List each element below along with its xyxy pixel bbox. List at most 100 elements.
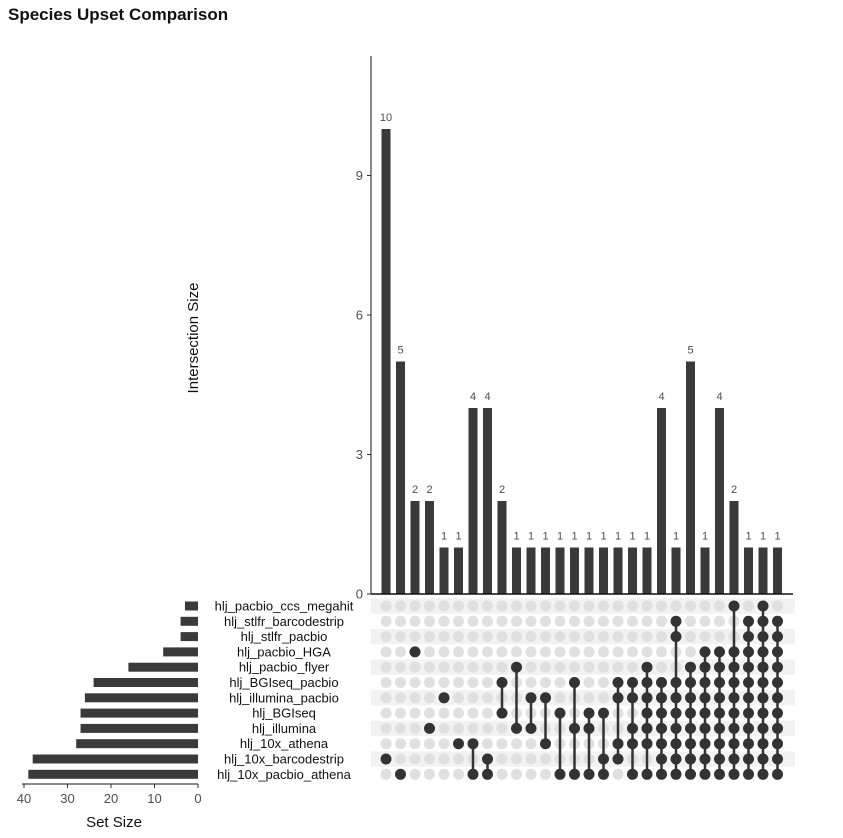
matrix-dot-inactive <box>554 600 566 612</box>
matrix-dot-active <box>714 722 725 734</box>
matrix-dot-active <box>772 631 783 643</box>
matrix-dot-active <box>670 707 682 719</box>
intersection-bar <box>526 547 536 594</box>
bar-value-label: 1 <box>774 531 780 543</box>
matrix-dot-active <box>685 722 696 734</box>
matrix-dot-active <box>583 768 595 780</box>
intersection-bar <box>454 547 463 594</box>
matrix-dot-inactive <box>438 707 450 719</box>
matrix-dot-inactive <box>438 631 450 643</box>
matrix-dot-active <box>656 722 667 734</box>
matrix-dot-inactive <box>511 738 522 750</box>
matrix-dot-inactive <box>424 707 435 719</box>
matrix-dot-active <box>743 707 754 719</box>
matrix-dot-active <box>612 677 624 688</box>
matrix-dot-active <box>757 738 769 750</box>
intersection-bar <box>657 408 666 594</box>
matrix-dot-active <box>743 738 754 750</box>
matrix-dot-inactive <box>482 738 493 750</box>
bar-value-label: 4 <box>484 391 490 403</box>
matrix-dot-inactive <box>424 768 435 780</box>
bar-value-label: 2 <box>499 484 505 496</box>
matrix-dot-active <box>656 768 667 780</box>
matrix-dot-inactive <box>438 615 450 627</box>
matrix-dot-active <box>743 722 754 734</box>
matrix-dot-active <box>685 661 696 673</box>
set-label: hlj_pacbio_flyer <box>239 660 330 675</box>
intersection-bar <box>555 547 565 594</box>
matrix-dot-inactive <box>772 600 783 612</box>
matrix-dot-active <box>641 738 653 750</box>
matrix-dot-active <box>728 768 740 780</box>
matrix-dot-inactive <box>496 738 508 750</box>
matrix-dot-active <box>728 677 740 688</box>
matrix-dot-active <box>540 738 551 750</box>
matrix-dot-active <box>714 753 725 765</box>
matrix-dot-active <box>757 615 769 627</box>
y-tick-label: 0 <box>356 587 363 602</box>
matrix-dot-inactive <box>482 600 493 612</box>
matrix-dot-active <box>511 722 522 734</box>
matrix-dot-inactive <box>482 661 493 673</box>
intersection-bar <box>497 501 507 594</box>
matrix-dot-inactive <box>453 600 464 612</box>
intersection-bar <box>584 547 594 594</box>
matrix-dot-inactive <box>569 600 580 612</box>
matrix-dot-inactive <box>714 600 725 612</box>
matrix-dot-active <box>612 738 624 750</box>
matrix-dot-inactive <box>395 615 406 627</box>
matrix-dot-inactive <box>540 753 551 765</box>
matrix-dot-active <box>743 677 754 688</box>
set-label: hlj_BGIseq <box>252 706 316 721</box>
matrix-dot-inactive <box>641 646 653 658</box>
matrix-dot-inactive <box>583 600 595 612</box>
matrix-dot-inactive <box>467 646 479 658</box>
matrix-dot-inactive <box>496 768 508 780</box>
matrix-dot-active <box>772 692 783 704</box>
matrix-dot-active <box>670 692 682 704</box>
matrix-dot-inactive <box>569 661 580 673</box>
matrix-dot-inactive <box>496 722 508 734</box>
bar-value-label: 2 <box>412 484 418 496</box>
matrix-dot-active <box>757 768 769 780</box>
matrix-dot-active <box>685 707 696 719</box>
matrix-dot-active <box>554 768 566 780</box>
matrix-dot-inactive <box>482 631 493 643</box>
matrix-dot-active <box>467 738 479 750</box>
matrix-dot-active <box>670 753 682 765</box>
matrix-dot-inactive <box>395 753 406 765</box>
matrix-dot-inactive <box>467 661 479 673</box>
matrix-dot-inactive <box>525 631 537 643</box>
matrix-dot-inactive <box>583 677 595 688</box>
matrix-dot-inactive <box>467 600 479 612</box>
matrix-dot-inactive <box>453 707 464 719</box>
matrix-dot-inactive <box>670 600 682 612</box>
matrix-dot-inactive <box>380 707 392 719</box>
matrix-dot-inactive <box>685 631 696 643</box>
matrix-dot-inactive <box>380 600 392 612</box>
matrix-dot-inactive <box>380 631 392 643</box>
matrix-dot-active <box>395 768 406 780</box>
matrix-dot-inactive <box>525 768 537 780</box>
matrix-dot-active <box>554 707 566 719</box>
matrix-dot-inactive <box>453 661 464 673</box>
matrix-dot-active <box>598 707 609 719</box>
matrix-dot-active <box>656 692 667 704</box>
matrix-dot-inactive <box>583 646 595 658</box>
matrix-dot-inactive <box>424 646 435 658</box>
intersection-bar <box>541 547 550 594</box>
matrix-dot-active <box>743 631 754 643</box>
matrix-dot-active <box>656 707 667 719</box>
matrix-dot-inactive <box>540 661 551 673</box>
matrix-dot-active <box>569 722 580 734</box>
matrix-dot-inactive <box>424 677 435 688</box>
bar-value-label: 4 <box>470 391 476 403</box>
matrix-dot-inactive <box>453 677 464 688</box>
matrix-dot-inactive <box>467 722 479 734</box>
matrix-dot-active <box>438 692 450 704</box>
bar-value-label: 1 <box>571 531 577 543</box>
matrix-dot-inactive <box>598 677 609 688</box>
intersection-bar <box>700 547 710 594</box>
matrix-dot-inactive <box>438 646 450 658</box>
